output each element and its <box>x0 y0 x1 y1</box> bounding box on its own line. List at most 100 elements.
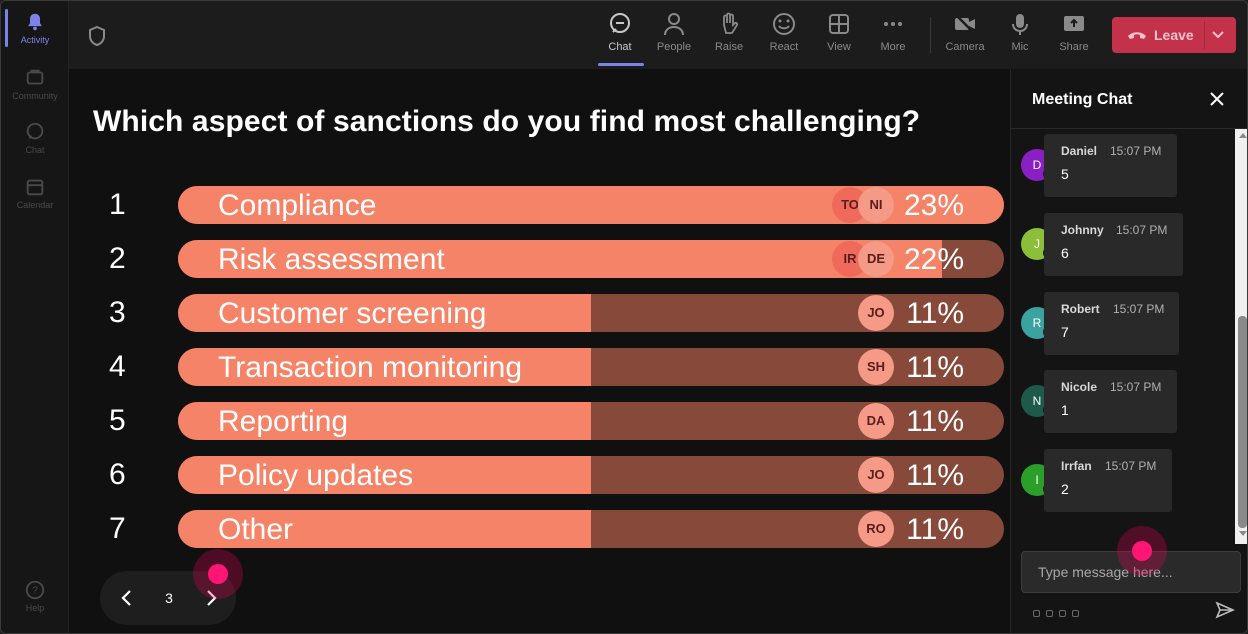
toolbar-separator <box>930 17 931 53</box>
voter-avatar: JO <box>858 457 894 493</box>
camera-off-icon <box>954 13 976 35</box>
toolbar-camera-button[interactable]: Camera <box>938 11 992 53</box>
chat-scrollbar[interactable] <box>1235 129 1247 544</box>
chevron-right-icon[interactable] <box>201 588 221 608</box>
meeting-chat-panel: Meeting Chat D Daniel 15:07 PM 5 J Johnny 15:0… <box>1010 69 1247 633</box>
toolbar-view-button[interactable]: View <box>812 11 866 53</box>
option-label: Reporting <box>218 405 349 438</box>
toolbar-mic-button[interactable]: Mic <box>993 11 1047 53</box>
chevron-down-icon[interactable] <box>1211 29 1225 41</box>
chat-message[interactable]: Irrfan 15:07 PM 2 <box>1044 449 1172 512</box>
click-indicator <box>193 549 243 599</box>
grid-view-icon <box>829 14 849 34</box>
option-label: Policy updates <box>218 459 414 492</box>
rail-item-community[interactable]: Community <box>1 67 69 101</box>
rail-item-chat[interactable]: Chat <box>1 121 69 155</box>
format-icon[interactable] <box>1033 610 1040 617</box>
rail-item-activity[interactable]: Activity <box>1 11 69 45</box>
sender-name: Nicole <box>1061 380 1098 394</box>
leave-divider <box>1204 21 1205 49</box>
option-number: 3 <box>109 296 126 329</box>
attach-icon[interactable] <box>1046 610 1053 617</box>
chat-icon <box>26 122 44 140</box>
avatar-initial: J <box>1034 237 1040 251</box>
option-percentage: 22% <box>903 243 964 276</box>
rail-item-label: Calendar <box>16 200 54 210</box>
sender-name: Robert <box>1061 302 1100 316</box>
message-text: 6 <box>1061 245 1069 261</box>
community-icon <box>26 69 44 85</box>
poll-question: Which aspect of sanctions do you find mo… <box>93 105 921 138</box>
option-number: 2 <box>109 242 126 275</box>
chevron-left-icon[interactable] <box>117 588 137 608</box>
send-icon[interactable] <box>1215 601 1235 619</box>
toolbar-chat-button[interactable]: Chat <box>593 11 647 53</box>
message-timestamp: 15:07 PM <box>1110 144 1162 158</box>
hang-up-icon <box>1128 32 1146 39</box>
leave-button[interactable]: Leave <box>1112 17 1236 53</box>
toolbar-button-label: Chat <box>608 41 632 53</box>
option-number: 4 <box>109 350 126 383</box>
shield-icon[interactable] <box>87 25 107 47</box>
voter-avatar: DA <box>858 403 894 439</box>
leave-button-label: Leave <box>1154 27 1194 43</box>
toolbar-button-label: Raise <box>714 41 744 53</box>
avatar-initial: D <box>1032 158 1042 172</box>
option-bar-fill <box>178 510 591 548</box>
option-bar: Customer screening JO 11% <box>178 294 1004 332</box>
message-timestamp: 15:07 PM <box>1113 302 1165 316</box>
option-percentage: 11% <box>906 351 964 384</box>
more-icon <box>884 22 902 26</box>
toolbar-more-button[interactable]: More <box>866 11 920 53</box>
option-bar: Policy updates JO 11% <box>178 456 1004 494</box>
poll-option-row: 4 Transaction monitoring SH 11% <box>69 348 1009 386</box>
gif-icon[interactable] <box>1072 610 1079 617</box>
smiley-icon <box>773 13 795 35</box>
chat-title: Meeting Chat <box>1032 91 1133 108</box>
scroll-up-arrow[interactable] <box>1239 133 1247 138</box>
avatar-initial: R <box>1032 316 1042 330</box>
scrollbar-thumb[interactable] <box>1238 316 1247 528</box>
option-bar-fill <box>178 294 591 332</box>
svg-text:?: ? <box>32 586 38 597</box>
chat-message[interactable]: Johnny 15:07 PM 6 <box>1044 213 1183 276</box>
toolbar-people-button[interactable]: People <box>647 11 701 53</box>
page-number: 3 <box>165 590 173 606</box>
voter-avatar: NI <box>858 187 894 223</box>
chat-message[interactable]: Daniel 15:07 PM 5 <box>1044 134 1177 197</box>
option-bar: Compliance TO NI 23% <box>178 186 1004 224</box>
option-label: Compliance <box>218 189 377 222</box>
poll-option-row: 2 Risk assessment IR DE 22% <box>69 240 1009 278</box>
meeting-toolbar: Chat People Raise React View More Camera <box>69 1 1247 69</box>
toolbar-react-button[interactable]: React <box>757 11 811 53</box>
close-icon[interactable] <box>1208 90 1226 108</box>
sender-name: Johnny <box>1061 223 1104 237</box>
rail-item-help[interactable]: ? Help <box>1 579 69 613</box>
option-label: Risk assessment <box>218 243 445 276</box>
toolbar-raise-button[interactable]: Raise <box>702 11 756 53</box>
toolbar-button-label: View <box>827 41 851 53</box>
option-label: Other <box>218 513 294 546</box>
option-number: 7 <box>109 512 126 545</box>
message-text: 5 <box>1061 166 1069 182</box>
chat-icon <box>610 13 630 33</box>
chat-message[interactable]: Robert 15:07 PM 7 <box>1044 292 1179 355</box>
option-percentage: 11% <box>906 297 964 330</box>
voter-avatar: DE <box>858 241 894 277</box>
chat-message-list[interactable]: D Daniel 15:07 PM 5 J Johnny 15:07 PM 6 R Robert 1… <box>1011 129 1235 544</box>
toolbar-share-button[interactable]: Share <box>1047 11 1101 53</box>
click-indicator <box>1117 526 1167 576</box>
rail-active-indicator <box>5 9 8 47</box>
emoji-icon[interactable] <box>1059 610 1066 617</box>
option-number: 5 <box>109 404 126 437</box>
chat-header: Meeting Chat <box>1011 69 1247 129</box>
rail-item-calendar[interactable]: Calendar <box>1 176 69 210</box>
chat-message-input[interactable] <box>1021 551 1241 593</box>
option-bar: Reporting DA 11% <box>178 402 1004 440</box>
scroll-down-arrow[interactable] <box>1239 531 1247 536</box>
chat-message[interactable]: Nicole 15:07 PM 1 <box>1044 370 1177 433</box>
mic-icon <box>1012 14 1028 35</box>
sender-name: Daniel <box>1061 144 1098 158</box>
message-timestamp: 15:07 PM <box>1110 380 1162 394</box>
